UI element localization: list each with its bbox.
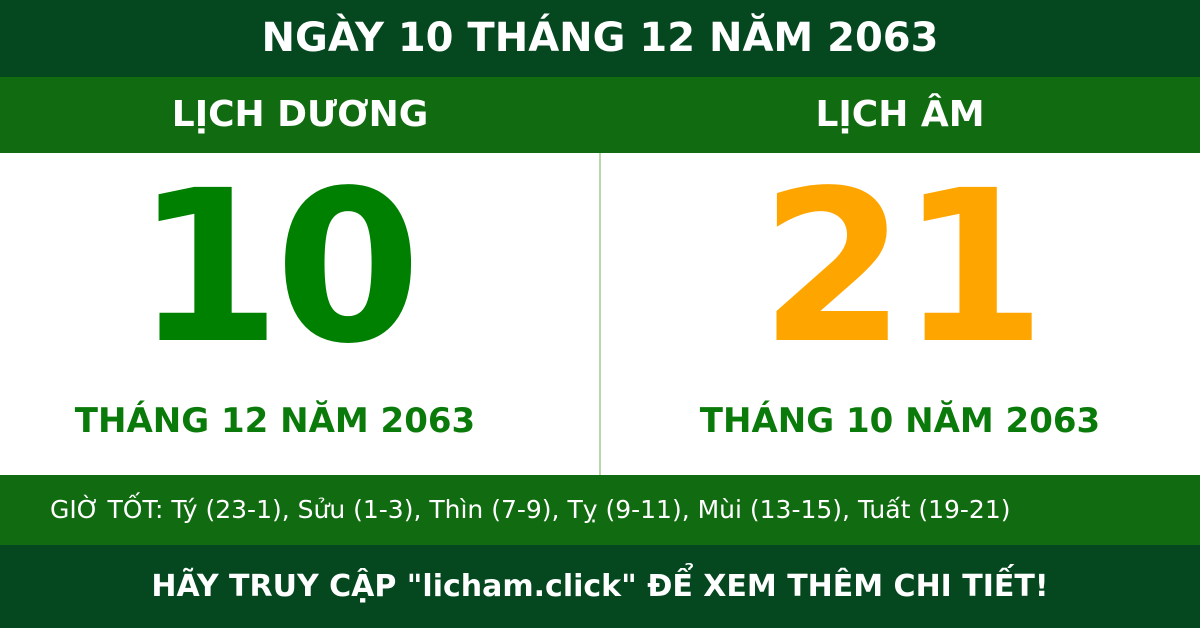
solar-month-year: THÁNG 12 NĂM 2063 [74,401,476,441]
lunar-month-year: THÁNG 10 NĂM 2063 [699,401,1101,441]
good-hours: GIỜ TỐT: Tý (23-1), Sửu (1-3), Thìn (7-9… [0,475,1200,545]
lunar-day: 21 [759,145,1046,390]
solar-column: 10 THÁNG 12 NĂM 2063 [0,153,575,475]
lunar-column: 21 THÁNG 10 NĂM 2063 [600,153,1200,475]
lunar-heading: LỊCH ÂM [815,94,985,135]
solar-day: 10 [134,145,421,390]
footer-cta: HÃY TRUY CẬP "licham.click" ĐỂ XEM THÊM … [0,545,1200,628]
calendar-headers: LỊCH DƯƠNG LỊCH ÂM [0,77,1200,153]
page-title: NGÀY 10 THÁNG 12 NĂM 2063 [0,0,1200,77]
column-divider [599,153,601,475]
calendar-body: 10 THÁNG 12 NĂM 2063 21 THÁNG 10 NĂM 206… [0,153,1200,475]
solar-heading: LỊCH DƯƠNG [171,94,429,135]
